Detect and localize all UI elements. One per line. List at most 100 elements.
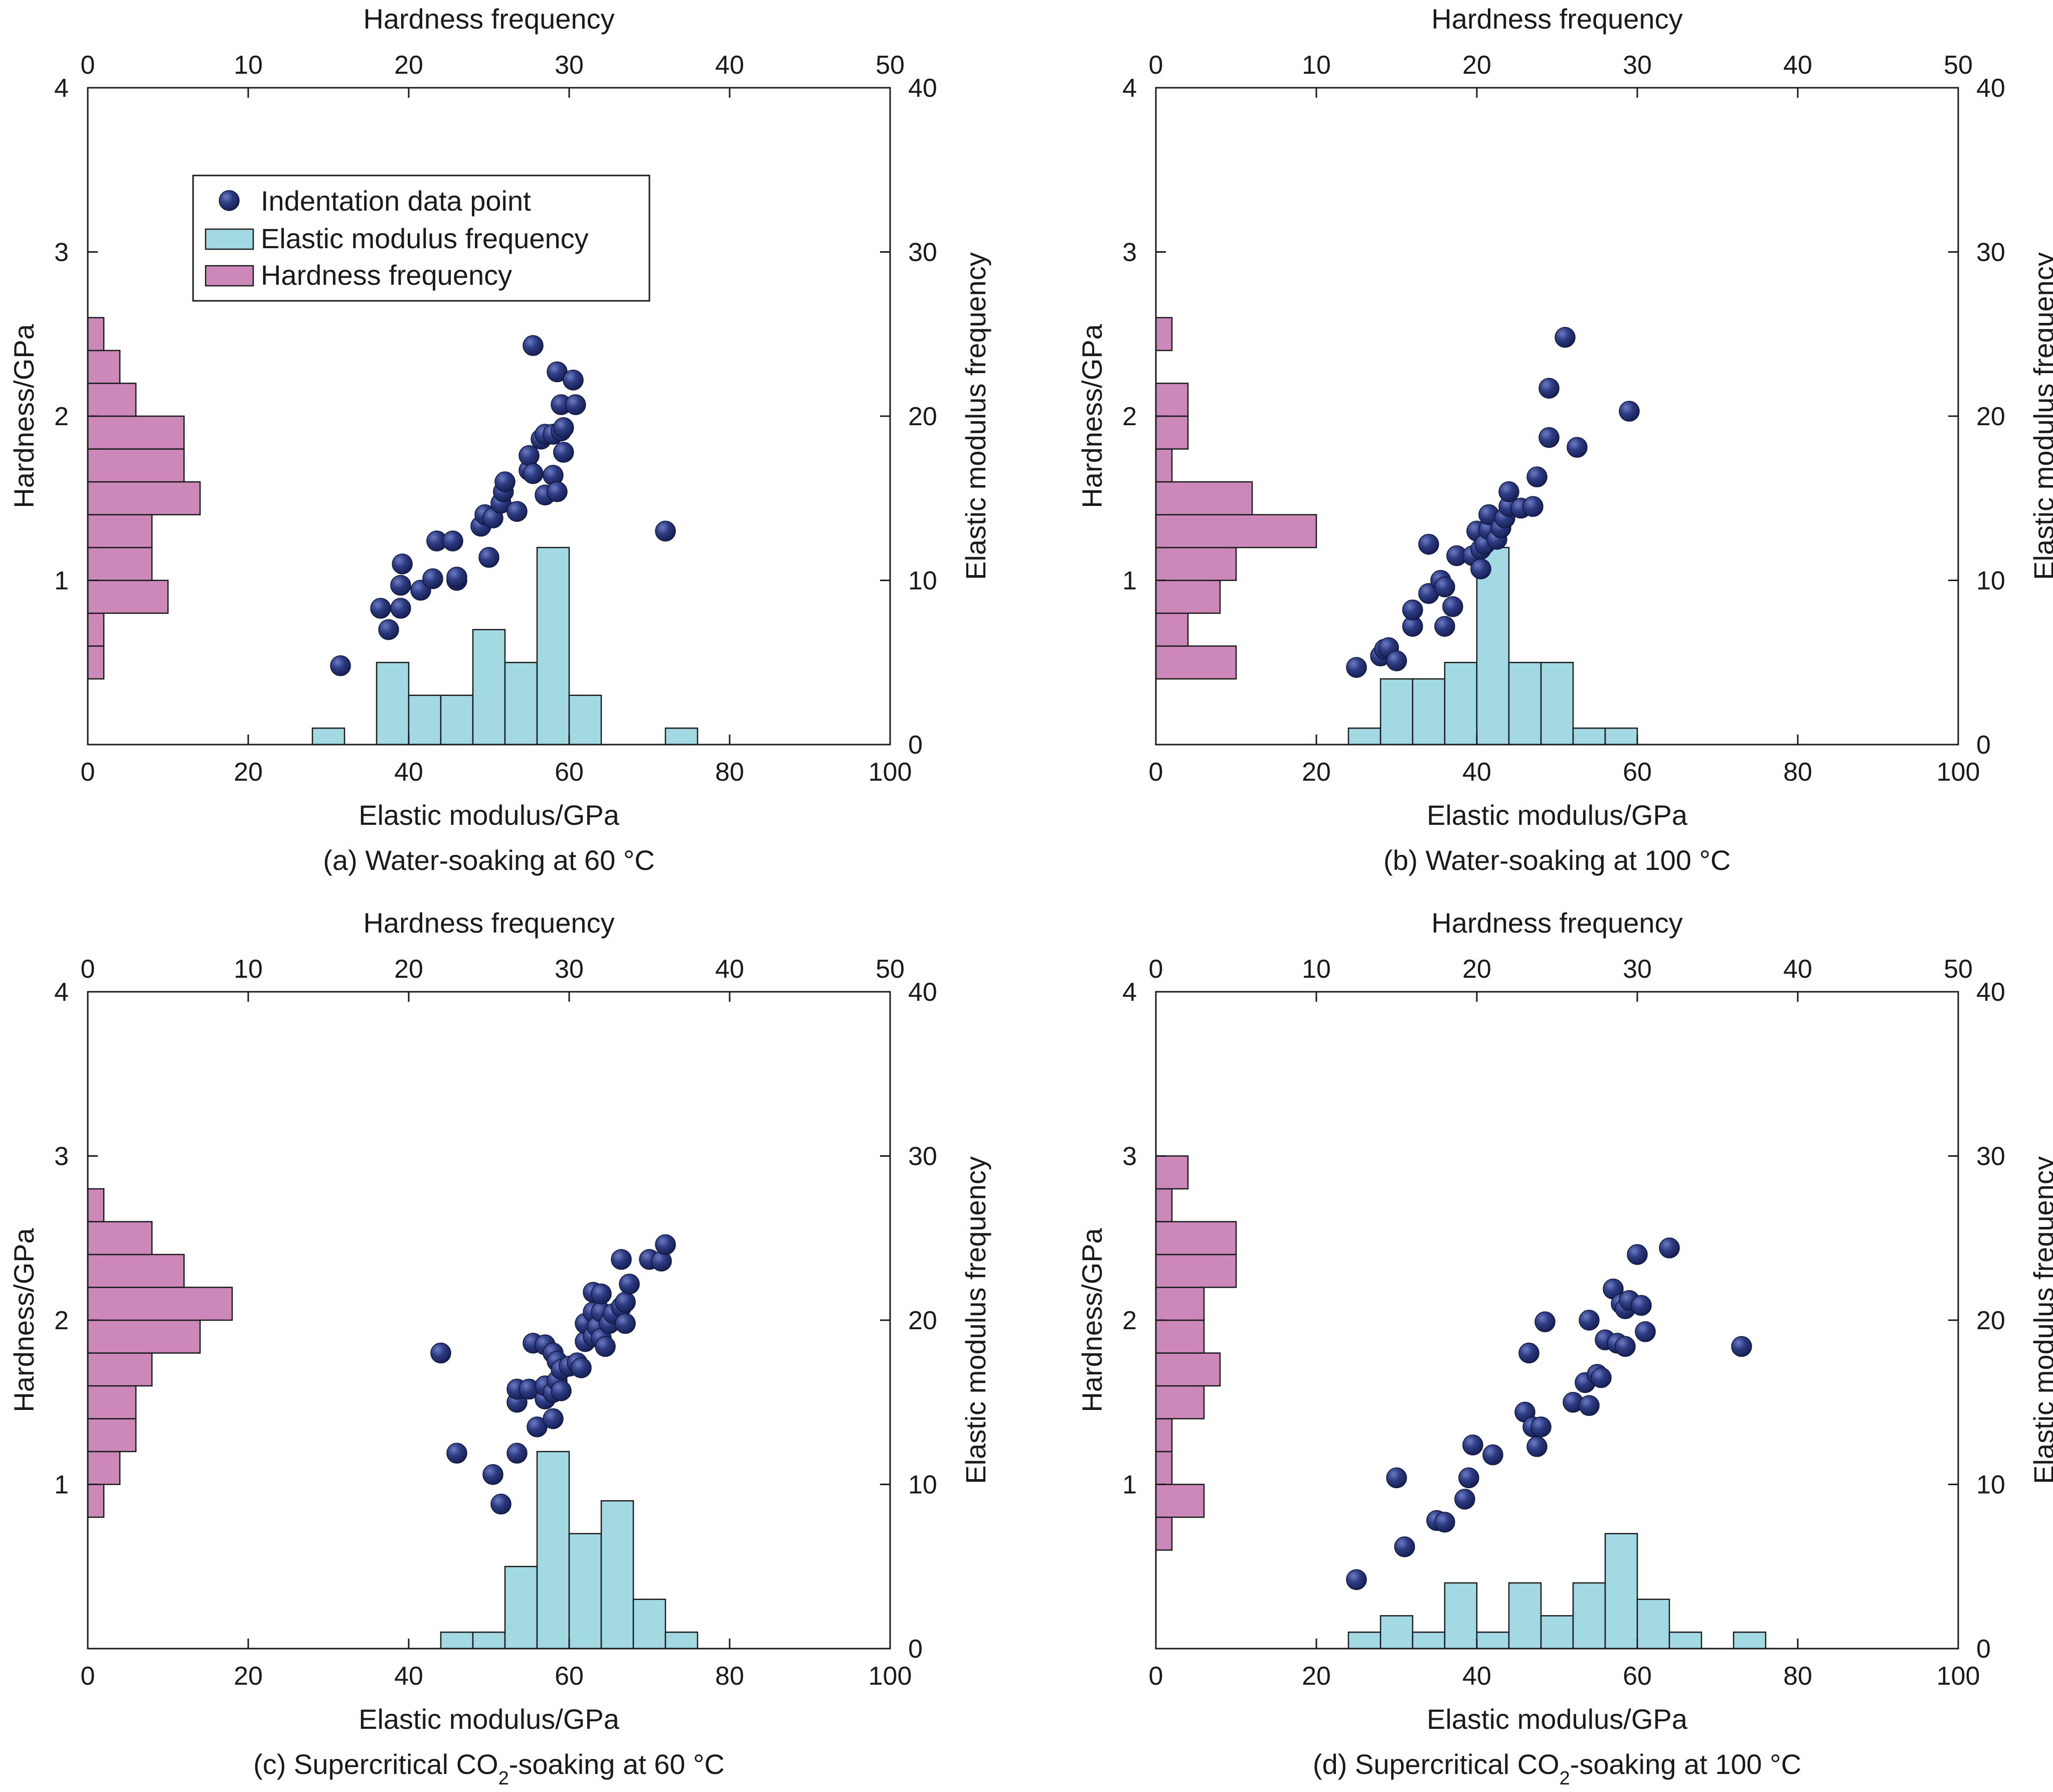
x-tick-label: 0: [81, 758, 95, 787]
elastic-bar: [1347, 1632, 1382, 1650]
top-tick-label: 40: [1783, 955, 1812, 984]
y-tick-label: 4: [1122, 74, 1137, 103]
hardness-bar: [1155, 1385, 1205, 1419]
data-point: [1434, 576, 1455, 598]
x-tick-label: 100: [869, 758, 912, 787]
right-tick-label: 40: [1976, 74, 2005, 103]
top-tick-label: 10: [234, 51, 263, 80]
hardness-bar: [87, 547, 153, 581]
hardness-bar: [1155, 1484, 1205, 1518]
elastic-bar: [1540, 662, 1574, 746]
hardness-bar: [87, 1451, 121, 1485]
data-point: [1627, 1244, 1648, 1265]
right-tick-label: 40: [908, 74, 937, 103]
x-tick-label: 60: [555, 758, 584, 787]
caption-text: -soaking at 100 °C: [1570, 1748, 1801, 1780]
data-point: [655, 520, 676, 542]
data-point: [1526, 1436, 1548, 1457]
data-point: [1731, 1336, 1752, 1357]
right-tick-label: 0: [1976, 1635, 1991, 1664]
hardness-histogram: [1155, 1155, 1237, 1551]
y-tick-label: 1: [54, 1471, 69, 1500]
panel-caption: (d) Supercritical CO2-soaking at 100 °C: [1313, 1748, 1801, 1789]
caption-text: (c) Supercritical CO: [253, 1748, 498, 1780]
panel-caption: (a) Water-soaking at 60 °C: [323, 844, 654, 876]
y-tick-label: 4: [54, 74, 69, 103]
top-tick-label: 0: [1149, 955, 1163, 984]
y-tick-label: 3: [1122, 238, 1137, 267]
data-point: [1482, 1444, 1503, 1466]
hardness-bar: [1155, 1188, 1173, 1222]
top-tick-label: 40: [1783, 51, 1812, 80]
elastic-bar: [1636, 1598, 1670, 1650]
x-axis-title: Elastic modulus/GPa: [359, 1703, 620, 1735]
top-tick-label: 50: [1944, 51, 1973, 80]
top-axis-title: Hardness frequency: [363, 907, 614, 939]
x-tick-label: 60: [1623, 1662, 1652, 1691]
legend-hardness-swatch: [205, 265, 254, 287]
legend-box: [192, 174, 650, 302]
data-point: [1434, 1512, 1455, 1533]
data-point: [1458, 1467, 1479, 1489]
top-tick-label: 50: [1944, 955, 1973, 984]
elastic-bar: [1380, 1615, 1414, 1650]
hardness-bar: [1155, 415, 1189, 450]
elastic-histogram: [311, 547, 699, 746]
hardness-bar: [87, 1385, 137, 1419]
elastic-bar: [440, 1632, 474, 1650]
hardness-bar: [1155, 317, 1173, 351]
hardness-bar: [1155, 1451, 1173, 1485]
data-point: [1434, 616, 1455, 637]
hardness-bar: [1155, 481, 1253, 515]
top-tick-label: 50: [876, 51, 905, 80]
y-tick-label: 4: [1122, 978, 1137, 1007]
x-tick-label: 0: [1149, 1662, 1163, 1691]
elastic-bar: [1572, 1582, 1606, 1650]
elastic-bar: [536, 1451, 570, 1650]
top-axis-title: Hardness frequency: [1431, 3, 1682, 35]
data-point: [506, 1443, 528, 1464]
x-tick-label: 80: [1783, 1662, 1812, 1691]
top-tick-label: 50: [876, 955, 905, 984]
elastic-bar: [1604, 728, 1638, 746]
x-axis-title: Elastic modulus/GPa: [359, 799, 620, 831]
data-point: [571, 1357, 592, 1378]
hardness-bar: [87, 645, 105, 680]
elastic-bar: [1604, 1533, 1638, 1650]
y-tick-label: 3: [1122, 1142, 1137, 1171]
elastic-bar: [1572, 728, 1606, 746]
elastic-bar: [568, 694, 602, 746]
x-tick-label: 80: [1783, 758, 1812, 787]
hardness-bar: [87, 514, 153, 549]
elastic-bar: [472, 629, 506, 746]
y-tick-label: 2: [1122, 1306, 1137, 1335]
data-point: [482, 1464, 503, 1485]
y-tick-label: 3: [54, 238, 69, 267]
right-tick-label: 30: [908, 238, 937, 267]
caption-subscript: 2: [498, 1768, 509, 1789]
elastic-bar: [1508, 1582, 1542, 1650]
indentation-points: [430, 1234, 676, 1515]
data-point: [553, 417, 574, 438]
data-point: [1386, 650, 1407, 671]
y-tick-label: 1: [54, 567, 69, 596]
caption-text: (d) Supercritical CO: [1313, 1748, 1560, 1780]
data-point: [595, 1336, 616, 1357]
top-tick-label: 0: [81, 51, 95, 80]
x-tick-label: 20: [1302, 1662, 1331, 1691]
hardness-bar: [1155, 514, 1317, 549]
top-tick-label: 40: [715, 51, 744, 80]
legend-hardness-label: Hardness frequency: [261, 259, 512, 291]
y-tick-label: 1: [1122, 567, 1137, 596]
hardness-bar: [87, 349, 121, 384]
hardness-bar: [1155, 1253, 1237, 1288]
hardness-bar: [1155, 580, 1221, 614]
x-tick-label: 40: [394, 1662, 423, 1691]
elastic-bar: [1668, 1632, 1702, 1650]
data-point: [519, 445, 540, 466]
data-point: [1346, 657, 1367, 678]
data-point: [1522, 496, 1544, 517]
x-tick-label: 100: [869, 1662, 912, 1691]
data-point: [422, 568, 443, 589]
